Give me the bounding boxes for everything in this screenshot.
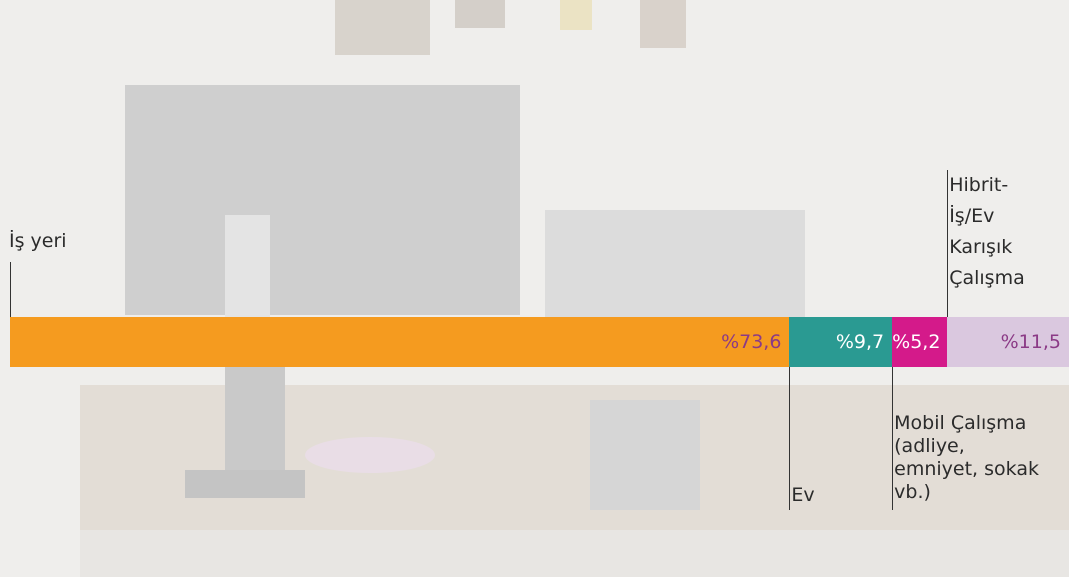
value-label: %11,5: [1000, 331, 1061, 353]
bar-segment: [10, 317, 790, 367]
leader-line: [10, 262, 11, 317]
bar-segment: [892, 317, 948, 367]
bar-segment: [789, 317, 893, 367]
value-label: %73,6: [721, 331, 782, 353]
segment-name: Mobil Çalışma (adliye, emniyet, sokak vb…: [894, 412, 1039, 503]
value-label: %5,2: [892, 331, 941, 353]
segment-name: İş yeri: [9, 230, 67, 252]
segment-name: Hibrit-İş/Ev Karışık Çalışma: [949, 174, 1025, 289]
leader-line: [892, 367, 894, 510]
leader-line: [947, 170, 949, 317]
leader-line: [789, 367, 791, 510]
segment-name: Ev: [791, 484, 815, 506]
bar-segment: [947, 317, 1069, 367]
value-label: %9,7: [835, 331, 885, 353]
